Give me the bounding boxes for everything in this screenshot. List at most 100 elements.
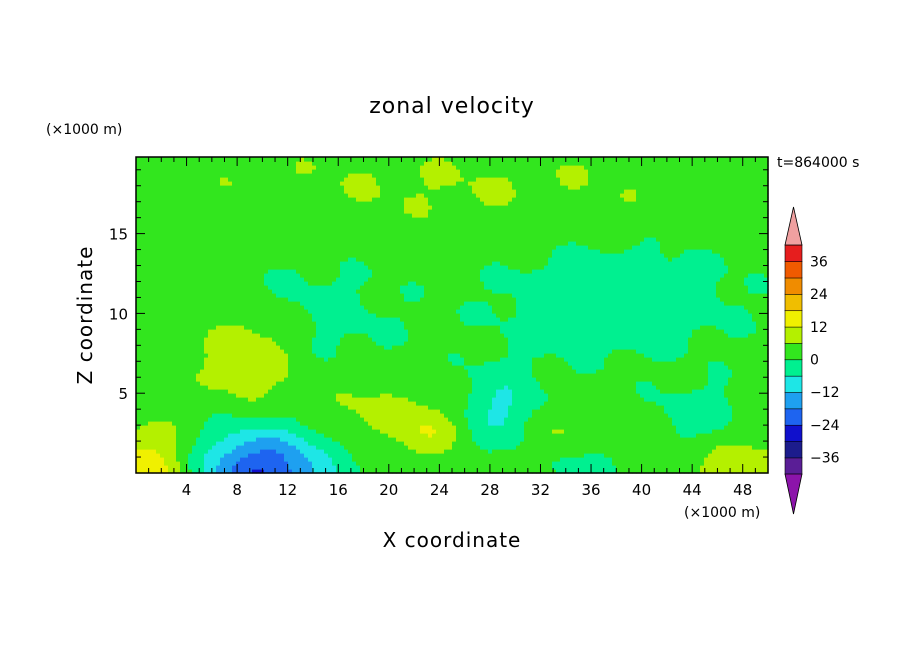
field-cell	[140, 241, 145, 246]
field-cell	[272, 417, 277, 422]
field-cell	[188, 277, 193, 282]
field-cell	[384, 185, 389, 190]
field-cell	[204, 201, 209, 206]
field-cell	[220, 245, 225, 250]
field-cell	[364, 161, 369, 166]
field-cell	[332, 261, 337, 266]
field-cell	[224, 329, 229, 334]
field-cell	[228, 277, 233, 282]
field-cell	[340, 441, 345, 446]
field-cell	[328, 221, 333, 226]
field-cell	[164, 453, 169, 458]
field-cell	[308, 389, 313, 394]
field-cell	[168, 401, 173, 406]
field-cell	[320, 401, 325, 406]
field-cell	[356, 453, 361, 458]
field-cell	[224, 313, 229, 318]
field-cell	[260, 441, 265, 446]
field-cell	[336, 449, 341, 454]
field-cell	[268, 177, 273, 182]
field-cell	[280, 445, 285, 450]
field-cell	[360, 389, 365, 394]
field-cell	[288, 349, 293, 354]
field-cell	[320, 433, 325, 438]
field-cell	[364, 189, 369, 194]
field-cell	[236, 313, 241, 318]
field-cell	[284, 309, 289, 314]
field-cell	[260, 457, 265, 462]
field-cell	[224, 389, 229, 394]
field-cell	[276, 329, 281, 334]
field-cell	[244, 229, 249, 234]
field-cell	[288, 245, 293, 250]
field-cell	[284, 301, 289, 306]
field-cell	[384, 289, 389, 294]
field-cell	[148, 453, 153, 458]
field-cell	[344, 197, 349, 202]
field-cell	[260, 169, 265, 174]
field-cell	[332, 305, 337, 310]
field-cell	[192, 165, 197, 170]
field-cell	[328, 229, 333, 234]
field-cell	[260, 225, 265, 230]
field-cell	[180, 441, 185, 446]
field-cell	[316, 313, 321, 318]
field-cell	[160, 265, 165, 270]
field-cell	[172, 433, 177, 438]
field-cell	[356, 325, 361, 330]
field-cell	[220, 377, 225, 382]
field-cell	[156, 449, 161, 454]
field-cell	[320, 333, 325, 338]
field-cell	[324, 373, 329, 378]
field-cell	[144, 217, 149, 222]
field-cell	[356, 461, 361, 466]
field-cell	[188, 217, 193, 222]
field-cell	[268, 201, 273, 206]
field-cell	[204, 413, 209, 418]
field-cell	[136, 385, 141, 390]
field-cell	[360, 469, 365, 474]
field-cell	[216, 401, 221, 406]
field-cell	[336, 393, 341, 398]
field-cell	[340, 393, 345, 398]
field-cell	[216, 361, 221, 366]
field-cell	[140, 245, 145, 250]
field-cell	[228, 349, 233, 354]
field-cell	[344, 313, 349, 318]
field-cell	[360, 325, 365, 330]
field-cell	[224, 369, 229, 374]
field-cell	[336, 245, 341, 250]
field-cell	[328, 425, 333, 430]
field-cell	[352, 229, 357, 234]
field-cell	[216, 321, 221, 326]
field-cell	[336, 253, 341, 258]
field-cell	[284, 269, 289, 274]
field-cell	[292, 165, 297, 170]
field-cell	[256, 413, 261, 418]
field-cell	[376, 241, 381, 246]
field-cell	[260, 357, 265, 362]
field-cell	[144, 421, 149, 426]
field-cell	[364, 349, 369, 354]
field-cell	[184, 341, 189, 346]
field-cell	[236, 381, 241, 386]
field-cell	[148, 241, 153, 246]
field-cell	[240, 201, 245, 206]
field-cell	[324, 353, 329, 358]
field-cell	[344, 349, 349, 354]
field-cell	[348, 373, 353, 378]
field-cell	[228, 309, 233, 314]
field-cell	[256, 193, 261, 198]
field-cell	[380, 185, 385, 190]
field-cell	[364, 401, 369, 406]
field-cell	[244, 365, 249, 370]
field-cell	[284, 445, 289, 450]
field-cell	[184, 317, 189, 322]
field-cell	[200, 329, 205, 334]
field-cell	[380, 361, 385, 366]
field-cell	[348, 349, 353, 354]
field-cell	[324, 285, 329, 290]
field-cell	[184, 277, 189, 282]
field-cell	[136, 353, 141, 358]
field-cell	[200, 281, 205, 286]
